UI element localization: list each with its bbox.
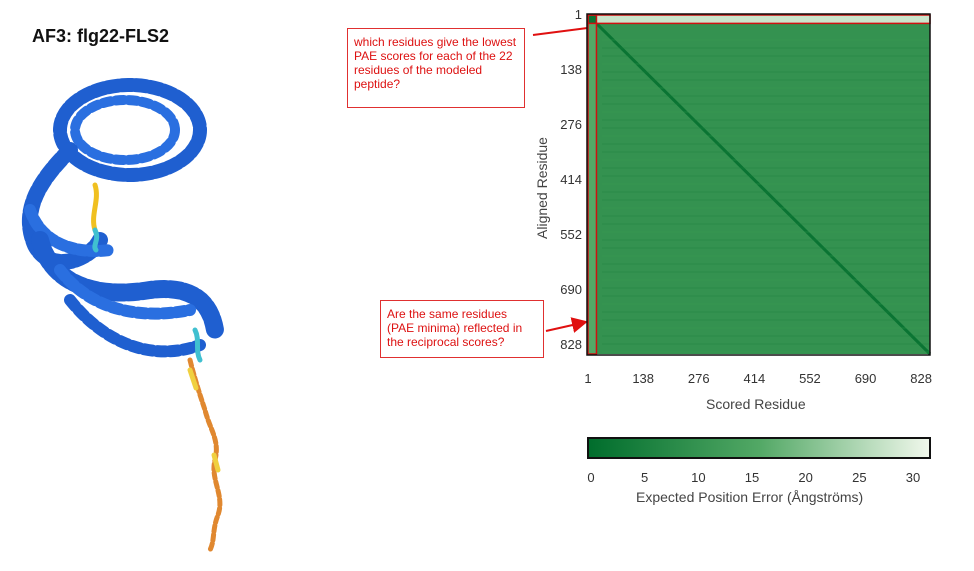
- y-tick-label: 828: [560, 337, 582, 353]
- heatmap-frame: [586, 13, 931, 356]
- x-tick-label: 138: [632, 371, 655, 386]
- y-tick-label: 690: [560, 282, 582, 298]
- colorbar-tick-label: 20: [798, 470, 813, 485]
- y-tick-label: 414: [560, 171, 582, 187]
- y-tick-label: 138: [560, 61, 582, 77]
- highlight-box-1: [587, 14, 598, 355]
- x-tick-label: 276: [687, 371, 710, 386]
- colorbar-tick-label: 10: [691, 470, 706, 485]
- x-tick-label: 828: [910, 371, 932, 386]
- y-tick-label: 1: [574, 7, 582, 22]
- x-tick-label: 414: [743, 371, 766, 386]
- x-axis-title: Scored Residue: [706, 396, 806, 412]
- heatmap-diagonal: [595, 22, 932, 356]
- annotation-question-peptide: which residues give the lowest PAE score…: [347, 28, 525, 108]
- colorbar-tick-label: 15: [744, 470, 760, 485]
- x-tick-label: 1: [584, 371, 592, 386]
- y-tick-label: 552: [560, 227, 582, 242]
- colorbar-tick-label: 30: [905, 470, 921, 485]
- y-axis-title: Aligned Residue: [534, 137, 550, 239]
- panel-title: AF3: flg22-FLS2: [32, 26, 170, 46]
- colorbar-label: Expected Position Error (Ångströms): [636, 489, 864, 505]
- x-tick-label: 690: [854, 371, 877, 386]
- colorbar-tick-label: 5: [641, 470, 649, 485]
- protein-structure-icon: [22, 78, 224, 553]
- heatmap-cell-2: [588, 23, 597, 354]
- colorbar: [587, 437, 931, 459]
- y-tick-label: 276: [560, 116, 582, 132]
- colorbar-tick-label: 25: [852, 470, 867, 485]
- annotation-question-reciprocal: Are the same residues (PAE minima) refle…: [380, 300, 544, 358]
- colorbar-tick-label: 0: [587, 470, 595, 485]
- heatmap-cell-1: [596, 15, 930, 24]
- x-tick-label: 552: [799, 371, 821, 386]
- heatmap-cell-0: [588, 15, 597, 24]
